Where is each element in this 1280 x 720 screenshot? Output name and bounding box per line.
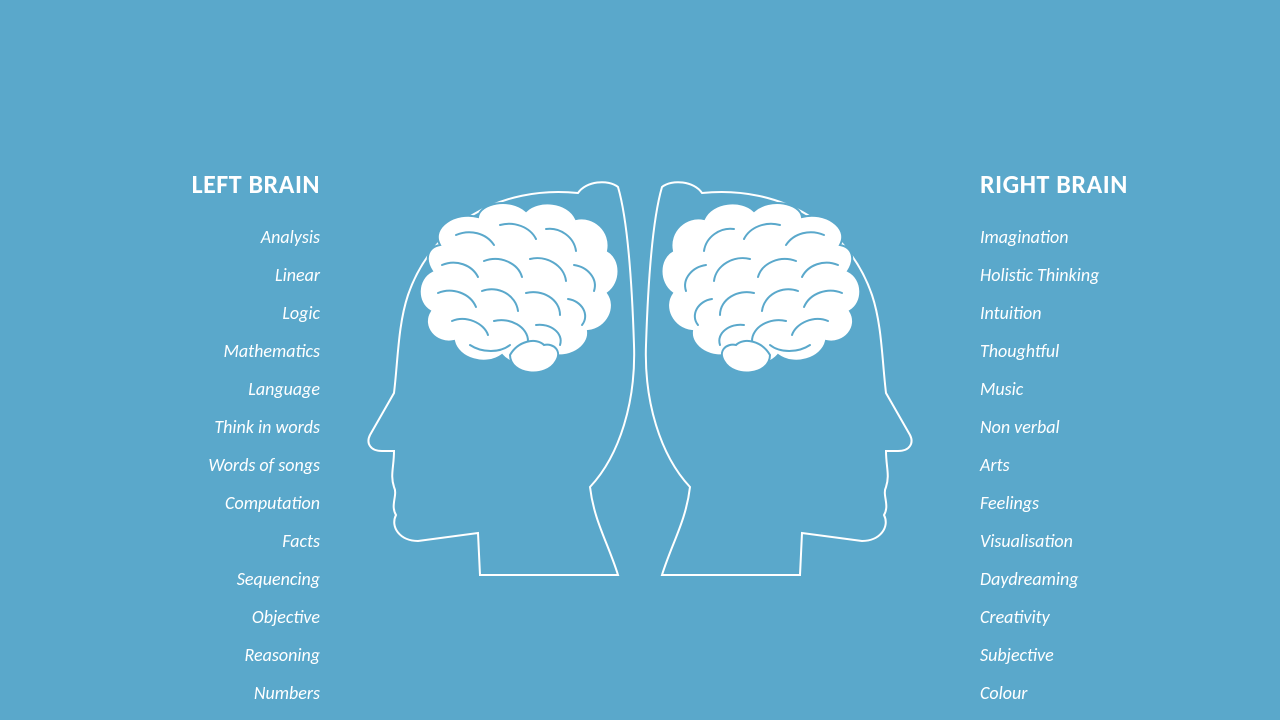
list-item: Facts — [60, 526, 320, 556]
list-item: Intuition — [980, 298, 1240, 328]
list-item: Numbers — [60, 678, 320, 708]
list-item: Creativity — [980, 602, 1240, 632]
left-brain-title: LEFT BRAIN — [60, 168, 320, 200]
list-item: Arts — [980, 450, 1240, 480]
list-item: Music — [980, 374, 1240, 404]
list-item: Linear — [60, 260, 320, 290]
head-left-icon — [369, 182, 635, 575]
left-brain-list: Analysis Linear Logic Mathematics Langua… — [60, 222, 320, 708]
list-item: Objective — [60, 602, 320, 632]
brain-left-icon — [420, 203, 619, 372]
heads-graphic — [360, 175, 920, 595]
right-brain-title: RIGHT BRAIN — [980, 168, 1240, 200]
list-item: Holistic Thinking — [980, 260, 1240, 290]
list-item: Logic — [60, 298, 320, 328]
list-item: Thoughtful — [980, 336, 1240, 366]
right-brain-list: Imagination Holistic Thinking Intuition … — [980, 222, 1240, 708]
list-item: Think in words — [60, 412, 320, 442]
list-item: Analysis — [60, 222, 320, 252]
right-brain-column: RIGHT BRAIN Imagination Holistic Thinkin… — [980, 168, 1240, 716]
list-item: Words of songs — [60, 450, 320, 480]
list-item: Subjective — [980, 640, 1240, 670]
head-right-icon — [646, 182, 912, 575]
list-item: Visualisation — [980, 526, 1240, 556]
list-item: Language — [60, 374, 320, 404]
list-item: Daydreaming — [980, 564, 1240, 594]
list-item: Imagination — [980, 222, 1240, 252]
list-item: Reasoning — [60, 640, 320, 670]
list-item: Computation — [60, 488, 320, 518]
list-item: Mathematics — [60, 336, 320, 366]
infographic-stage: LEFT BRAIN Analysis Linear Logic Mathema… — [0, 0, 1280, 720]
left-brain-column: LEFT BRAIN Analysis Linear Logic Mathema… — [60, 168, 320, 716]
list-item: Non verbal — [980, 412, 1240, 442]
list-item: Colour — [980, 678, 1240, 708]
list-item: Feelings — [980, 488, 1240, 518]
list-item: Sequencing — [60, 564, 320, 594]
